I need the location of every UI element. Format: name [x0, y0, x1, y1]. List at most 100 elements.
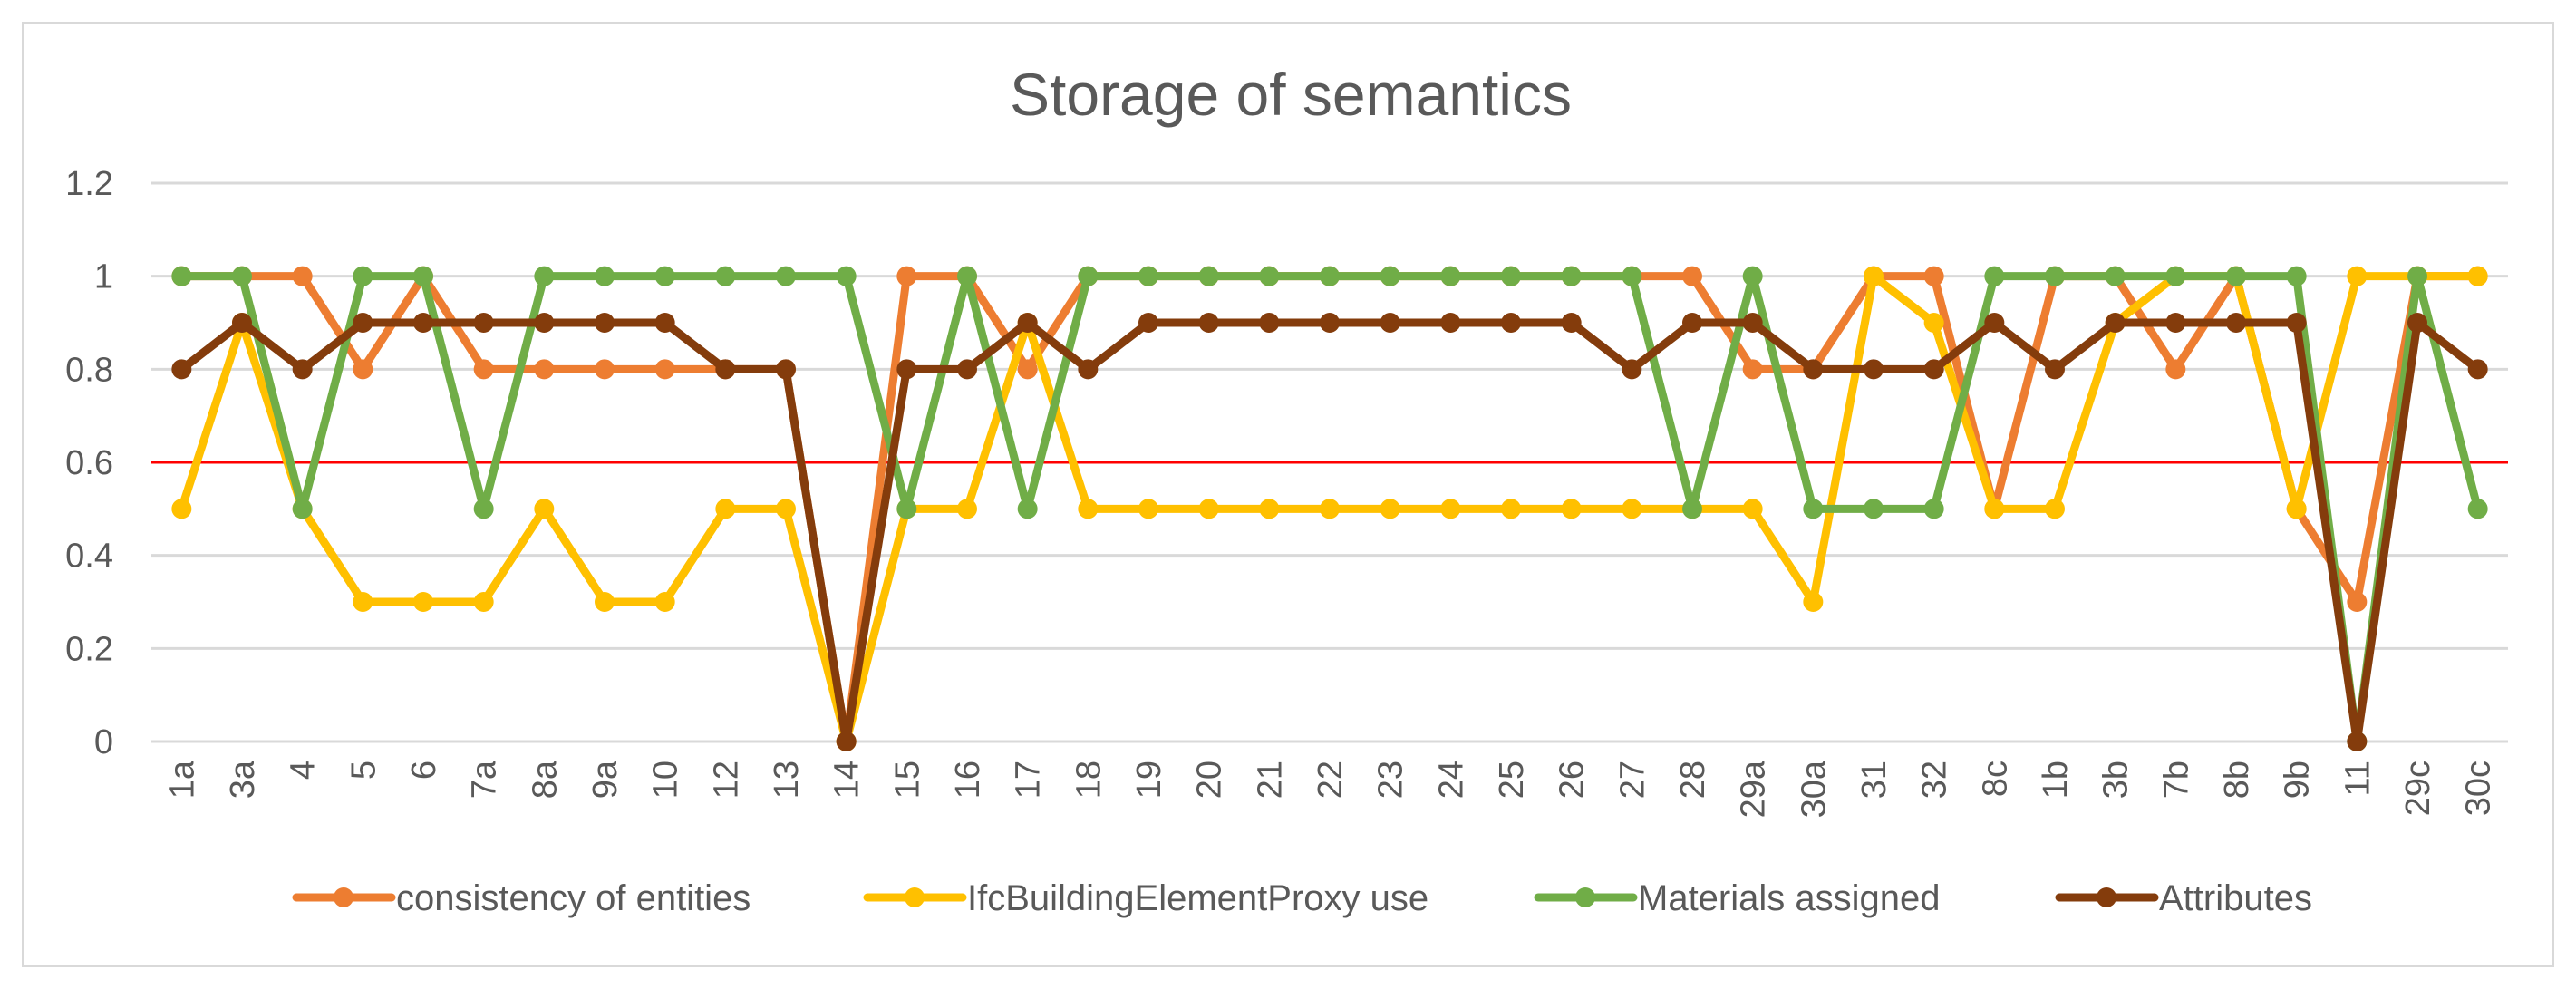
- data-point: [1078, 499, 1099, 519]
- data-point: [1682, 313, 1702, 333]
- data-point: [1138, 499, 1158, 519]
- data-point: [1440, 313, 1461, 333]
- legend-label: IfcBuildingElementProxy use: [967, 878, 1428, 918]
- x-tick-label: 22: [1312, 761, 1350, 799]
- data-point: [1622, 359, 1642, 380]
- x-tick-label: 21: [1251, 761, 1289, 799]
- data-point: [1440, 266, 1461, 286]
- legend-label: Materials assigned: [1638, 878, 1941, 918]
- legend-swatch-marker: [2097, 887, 2116, 907]
- data-point: [292, 359, 313, 380]
- data-point: [654, 266, 675, 286]
- data-point: [595, 592, 615, 612]
- data-point: [654, 313, 675, 333]
- data-point: [654, 592, 675, 612]
- data-point: [1320, 499, 1340, 519]
- x-tick-label: 8b: [2218, 761, 2256, 799]
- data-point: [1501, 499, 1521, 519]
- chart-title: Storage of semantics: [1010, 61, 1572, 128]
- data-point: [1984, 499, 2005, 519]
- data-point: [1320, 313, 1340, 333]
- x-tick-label: 7a: [466, 760, 504, 799]
- y-tick-label: 0.2: [65, 630, 113, 668]
- data-point: [1923, 266, 1944, 286]
- x-tick-label: 23: [1372, 761, 1410, 799]
- data-point: [2226, 313, 2246, 333]
- data-point: [232, 313, 252, 333]
- data-point: [292, 266, 313, 286]
- data-point: [1138, 313, 1158, 333]
- legend-label: Attributes: [2159, 878, 2312, 918]
- data-point: [1622, 266, 1642, 286]
- data-point: [171, 359, 192, 380]
- data-point: [2045, 499, 2065, 519]
- data-point: [2105, 266, 2126, 286]
- x-tick-label: 29c: [2399, 761, 2437, 816]
- data-point: [1259, 266, 1280, 286]
- data-point: [1742, 313, 1763, 333]
- data-point: [2347, 266, 2368, 286]
- data-point: [776, 266, 796, 286]
- x-tick-label: 11: [2339, 761, 2377, 796]
- data-point: [776, 359, 796, 380]
- data-point: [473, 313, 494, 333]
- data-point: [1017, 313, 1038, 333]
- data-point: [2165, 266, 2186, 286]
- x-tick-label: 6: [405, 761, 443, 780]
- legend: consistency of entities IfcBuildingElemen…: [292, 878, 2312, 918]
- legend-item: Attributes: [2055, 878, 2312, 918]
- x-tick-label: 8a: [526, 760, 564, 799]
- data-point: [1138, 266, 1158, 286]
- data-point: [1923, 359, 1944, 380]
- data-point: [654, 359, 675, 380]
- data-point: [534, 499, 555, 519]
- data-point: [1803, 592, 1824, 612]
- data-point: [957, 499, 977, 519]
- x-tick-label: 12: [707, 761, 745, 799]
- x-tick-label: 29a: [1735, 760, 1773, 818]
- x-tick-label: 9b: [2279, 761, 2317, 799]
- data-point: [1803, 499, 1824, 519]
- data-point: [473, 499, 494, 519]
- data-point: [2045, 359, 2065, 380]
- y-tick-label: 0.4: [65, 538, 113, 576]
- series-3: [171, 266, 2488, 751]
- data-point: [2045, 266, 2065, 286]
- x-tick-label: 4: [285, 761, 323, 780]
- data-point: [2286, 266, 2307, 286]
- x-tick-label: 18: [1070, 761, 1108, 799]
- x-tick-label: 17: [1010, 761, 1048, 799]
- data-point: [353, 266, 373, 286]
- data-point: [836, 266, 857, 286]
- y-tick-label: 1.2: [65, 165, 113, 203]
- data-point: [1803, 359, 1824, 380]
- y-tick-label: 0.6: [65, 444, 113, 482]
- data-point: [413, 266, 433, 286]
- data-point: [1078, 359, 1099, 380]
- x-tick-label: 3b: [2097, 761, 2135, 799]
- data-point: [2286, 499, 2307, 519]
- data-point: [957, 359, 977, 380]
- data-point: [1864, 359, 1884, 380]
- data-point: [2165, 359, 2186, 380]
- data-point: [896, 266, 917, 286]
- data-point: [1923, 313, 1944, 333]
- x-tick-label: 1a: [163, 760, 201, 799]
- data-point: [1380, 313, 1400, 333]
- data-point: [715, 359, 736, 380]
- data-point: [1259, 313, 1280, 333]
- data-point: [1561, 313, 1582, 333]
- data-point: [1984, 313, 2005, 333]
- data-point: [1682, 266, 1702, 286]
- data-point: [413, 313, 433, 333]
- data-point: [353, 592, 373, 612]
- data-point: [473, 359, 494, 380]
- data-point: [595, 359, 615, 380]
- data-point: [1561, 499, 1582, 519]
- data-point: [2407, 266, 2427, 286]
- x-tick-label: 8c: [1976, 761, 2014, 797]
- data-point: [2467, 266, 2488, 286]
- x-tick-label: 27: [1613, 761, 1651, 799]
- data-point: [2347, 592, 2368, 612]
- series-2: [171, 266, 2488, 751]
